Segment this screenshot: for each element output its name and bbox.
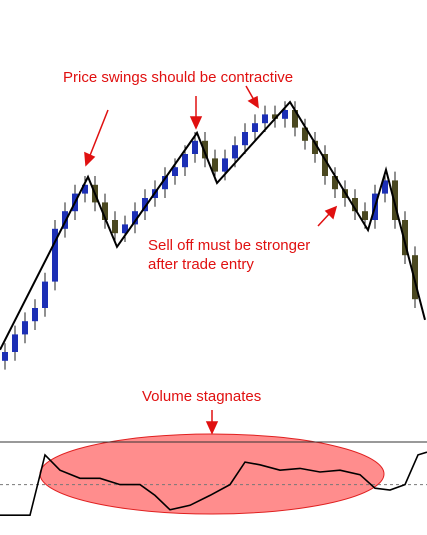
candle-body xyxy=(332,176,338,190)
candle-body xyxy=(122,224,128,234)
annotation: Price swings should be contractive xyxy=(63,69,293,86)
candle-body xyxy=(222,158,228,172)
candle-body xyxy=(132,211,138,225)
candle-body xyxy=(82,184,88,194)
volume-line xyxy=(0,451,427,516)
candle-body xyxy=(22,321,28,335)
candle-body xyxy=(192,140,198,154)
candle-body xyxy=(412,255,418,300)
candle-body xyxy=(312,140,318,154)
candle-body xyxy=(292,110,298,128)
candle-body xyxy=(172,167,178,176)
candle-body xyxy=(32,308,38,322)
candle-body xyxy=(202,140,208,159)
candle-body xyxy=(302,127,308,141)
candle-body xyxy=(352,198,358,212)
candle-body xyxy=(142,198,148,212)
candle-body xyxy=(282,110,288,119)
candle-body xyxy=(162,176,168,190)
candle-body xyxy=(362,211,368,220)
candle-body xyxy=(402,220,408,256)
annotation: Volume stagnates xyxy=(142,388,261,405)
candle-body xyxy=(262,114,268,124)
candle-body xyxy=(232,145,238,159)
candle-body xyxy=(42,281,48,308)
candle-body xyxy=(182,154,188,168)
arrows xyxy=(84,85,338,435)
candle-body xyxy=(242,132,248,146)
highlight-ellipse xyxy=(39,433,385,515)
candle-body xyxy=(382,180,388,194)
annotation: Sell off must be stronger xyxy=(148,237,310,254)
candle-body xyxy=(12,334,18,352)
candle-body xyxy=(2,352,8,361)
annotation: after trade entry xyxy=(148,256,254,273)
candle-body xyxy=(52,228,58,282)
candle-body xyxy=(102,202,108,220)
candle-body xyxy=(392,180,398,220)
swing-line xyxy=(0,100,426,351)
candle-body xyxy=(212,158,218,172)
candle-body xyxy=(272,114,278,119)
candle-body xyxy=(252,123,258,132)
candle-body xyxy=(112,220,118,234)
candle-body xyxy=(322,154,328,176)
